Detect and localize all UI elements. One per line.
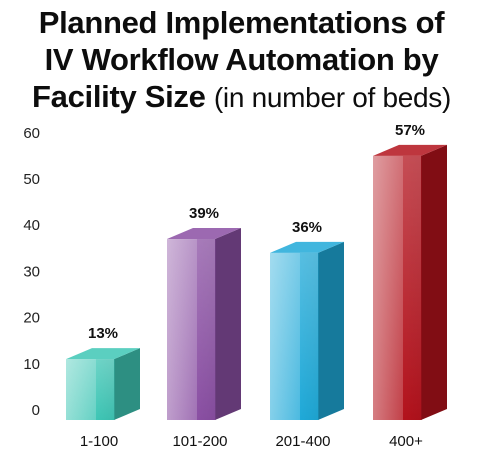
bar-top-face (373, 144, 447, 156)
chart-title-line-3: Facility Size (in number of beds) (0, 78, 483, 116)
bar-201-400 (270, 241, 344, 420)
x-tick-label: 101-200 (172, 433, 227, 450)
data-label: 13% (88, 325, 118, 342)
data-label: 36% (292, 219, 322, 236)
y-axis: 0 10 20 30 40 50 60 (23, 125, 40, 419)
y-tick-label: 50 (23, 171, 40, 188)
bar-101-200 (167, 228, 241, 420)
bars-group: 13% 39% 36% 57% (66, 122, 447, 420)
x-tick-label: 400+ (389, 433, 423, 450)
chart-title-line-2: IV Workflow Automation by (44, 42, 439, 77)
y-tick-label: 0 (32, 402, 40, 419)
bar-side-face (215, 228, 241, 420)
bar-front-sheen (270, 252, 318, 420)
x-tick-label: 201-400 (275, 433, 330, 450)
chart-title: Planned Implementations of IV Workflow A… (0, 4, 483, 116)
y-tick-label: 60 (23, 125, 40, 142)
chart-subtitle: (in number of beds) (213, 82, 451, 113)
chart-title-bold: Facility Size (32, 79, 206, 114)
y-tick-label: 40 (23, 217, 40, 234)
bar-400+ (373, 144, 447, 420)
bar-side-face (318, 241, 344, 420)
chart-title-line-1: Planned Implementations of (38, 5, 445, 40)
bar-top-face (66, 348, 140, 360)
bar-top-face (167, 228, 241, 240)
bar-front-sheen (167, 239, 215, 420)
bar-1-100 (66, 348, 140, 420)
data-label: 39% (189, 205, 219, 222)
x-tick-label: 1-100 (80, 433, 118, 450)
bar-top-face (270, 241, 344, 253)
x-axis: 1-100 101-200 201-400 400+ (80, 433, 423, 450)
y-tick-label: 10 (23, 356, 40, 373)
bar-front-sheen (373, 155, 421, 420)
bar-front-sheen (66, 359, 114, 420)
bar-side-face (114, 348, 140, 420)
bar-side-face (421, 144, 447, 420)
data-label: 57% (395, 122, 425, 139)
y-tick-label: 30 (23, 263, 40, 280)
y-tick-label: 20 (23, 310, 40, 327)
